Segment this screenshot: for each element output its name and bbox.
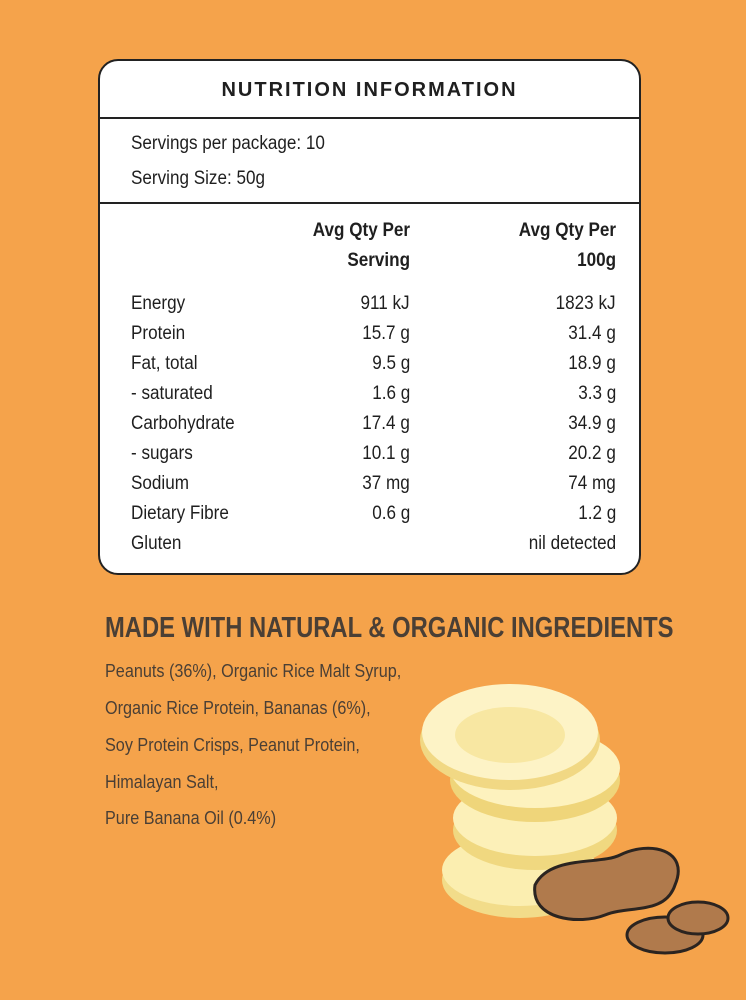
peanut-image [533, 846, 730, 955]
nutrient-row: Dietary Fibre 0.6 g 1.2 g [100, 503, 639, 533]
nutrient-name: Sodium [131, 473, 189, 494]
nutrient-per-100g: 18.9 g [568, 353, 616, 374]
servings-per-package: Servings per package: 10 [131, 133, 325, 154]
nutrient-per-serving: 37 mg [362, 473, 410, 494]
column-header-line: Avg Qty Per [518, 220, 616, 241]
nutrient-row: Gluten nil detected [100, 533, 639, 563]
nutrient-row: - saturated 1.6 g 3.3 g [100, 383, 639, 413]
nutrient-name: - saturated [131, 383, 213, 404]
divider [100, 202, 639, 204]
banana-slices-image [420, 684, 620, 918]
column-header-serving: Avg Qty Per Serving [313, 216, 410, 276]
ingredients-title: MADE WITH NATURAL & ORGANIC INGREDIENTS [105, 612, 674, 644]
column-header-line: Serving [347, 250, 410, 271]
nutrient-per-serving: 9.5 g [371, 353, 410, 374]
nutrient-name: Dietary Fibre [131, 503, 229, 524]
nutrient-row: Energy 911 kJ 1823 kJ [100, 293, 639, 323]
nutrient-per-serving: 10.1 g [362, 443, 410, 464]
column-header-line: 100g [577, 250, 616, 271]
ingredient-line: Organic Rice Protein, Bananas (6%), [105, 698, 371, 718]
nutrient-per-serving: 15.7 g [362, 323, 410, 344]
serving-size: Serving Size: 50g [131, 168, 266, 189]
nutrient-per-100g: 1.2 g [577, 503, 616, 524]
nutrient-per-serving: 0.6 g [371, 503, 410, 524]
nutrient-per-serving: 1.6 g [371, 383, 410, 404]
nutrient-per-100g: 74 mg [568, 473, 616, 494]
nutrient-per-serving: 911 kJ [360, 293, 410, 314]
nutrient-name: Energy [131, 293, 186, 314]
nutrient-per-100g: 3.3 g [577, 383, 616, 404]
nutrient-row: Protein 15.7 g 31.4 g [100, 323, 639, 353]
ingredient-line: Pure Banana Oil (0.4%) [105, 808, 277, 828]
nutrient-name: Gluten [131, 533, 182, 554]
nutrient-row: Sodium 37 mg 74 mg [100, 473, 639, 503]
nutrient-row: - sugars 10.1 g 20.2 g [100, 443, 639, 473]
nutrient-row: Carbohydrate 17.4 g 34.9 g [100, 413, 639, 443]
nutrient-per-100g: 34.9 g [568, 413, 616, 434]
nutrient-name: Carbohydrate [131, 413, 235, 434]
column-header-100g: Avg Qty Per 100g [519, 216, 616, 276]
nutrient-per-100g: 1823 kJ [556, 293, 616, 314]
nutrient-per-100g: 20.2 g [568, 443, 616, 464]
nutrient-name: - sugars [131, 443, 193, 464]
panel-title: NUTRITION INFORMATION [221, 79, 518, 101]
ingredient-line: Himalayan Salt, [105, 772, 219, 792]
nutrient-row: Fat, total 9.5 g 18.9 g [100, 353, 639, 383]
nutrient-name: Protein [131, 323, 186, 344]
divider [100, 117, 639, 119]
ingredient-line: Soy Protein Crisps, Peanut Protein, [105, 735, 360, 755]
nutrient-per-100g: 31.4 g [568, 323, 616, 344]
ingredient-line: Peanuts (36%), Organic Rice Malt Syrup, [105, 661, 402, 681]
nutrition-panel: NUTRITION INFORMATION Servings per packa… [98, 59, 641, 575]
nutrient-per-serving: 17.4 g [362, 413, 410, 434]
nutrient-name: Fat, total [131, 353, 198, 374]
column-header-line: Avg Qty Per [312, 220, 410, 241]
banana-peanut-illustration [420, 684, 730, 955]
nutrient-per-100g: nil detected [528, 533, 616, 554]
